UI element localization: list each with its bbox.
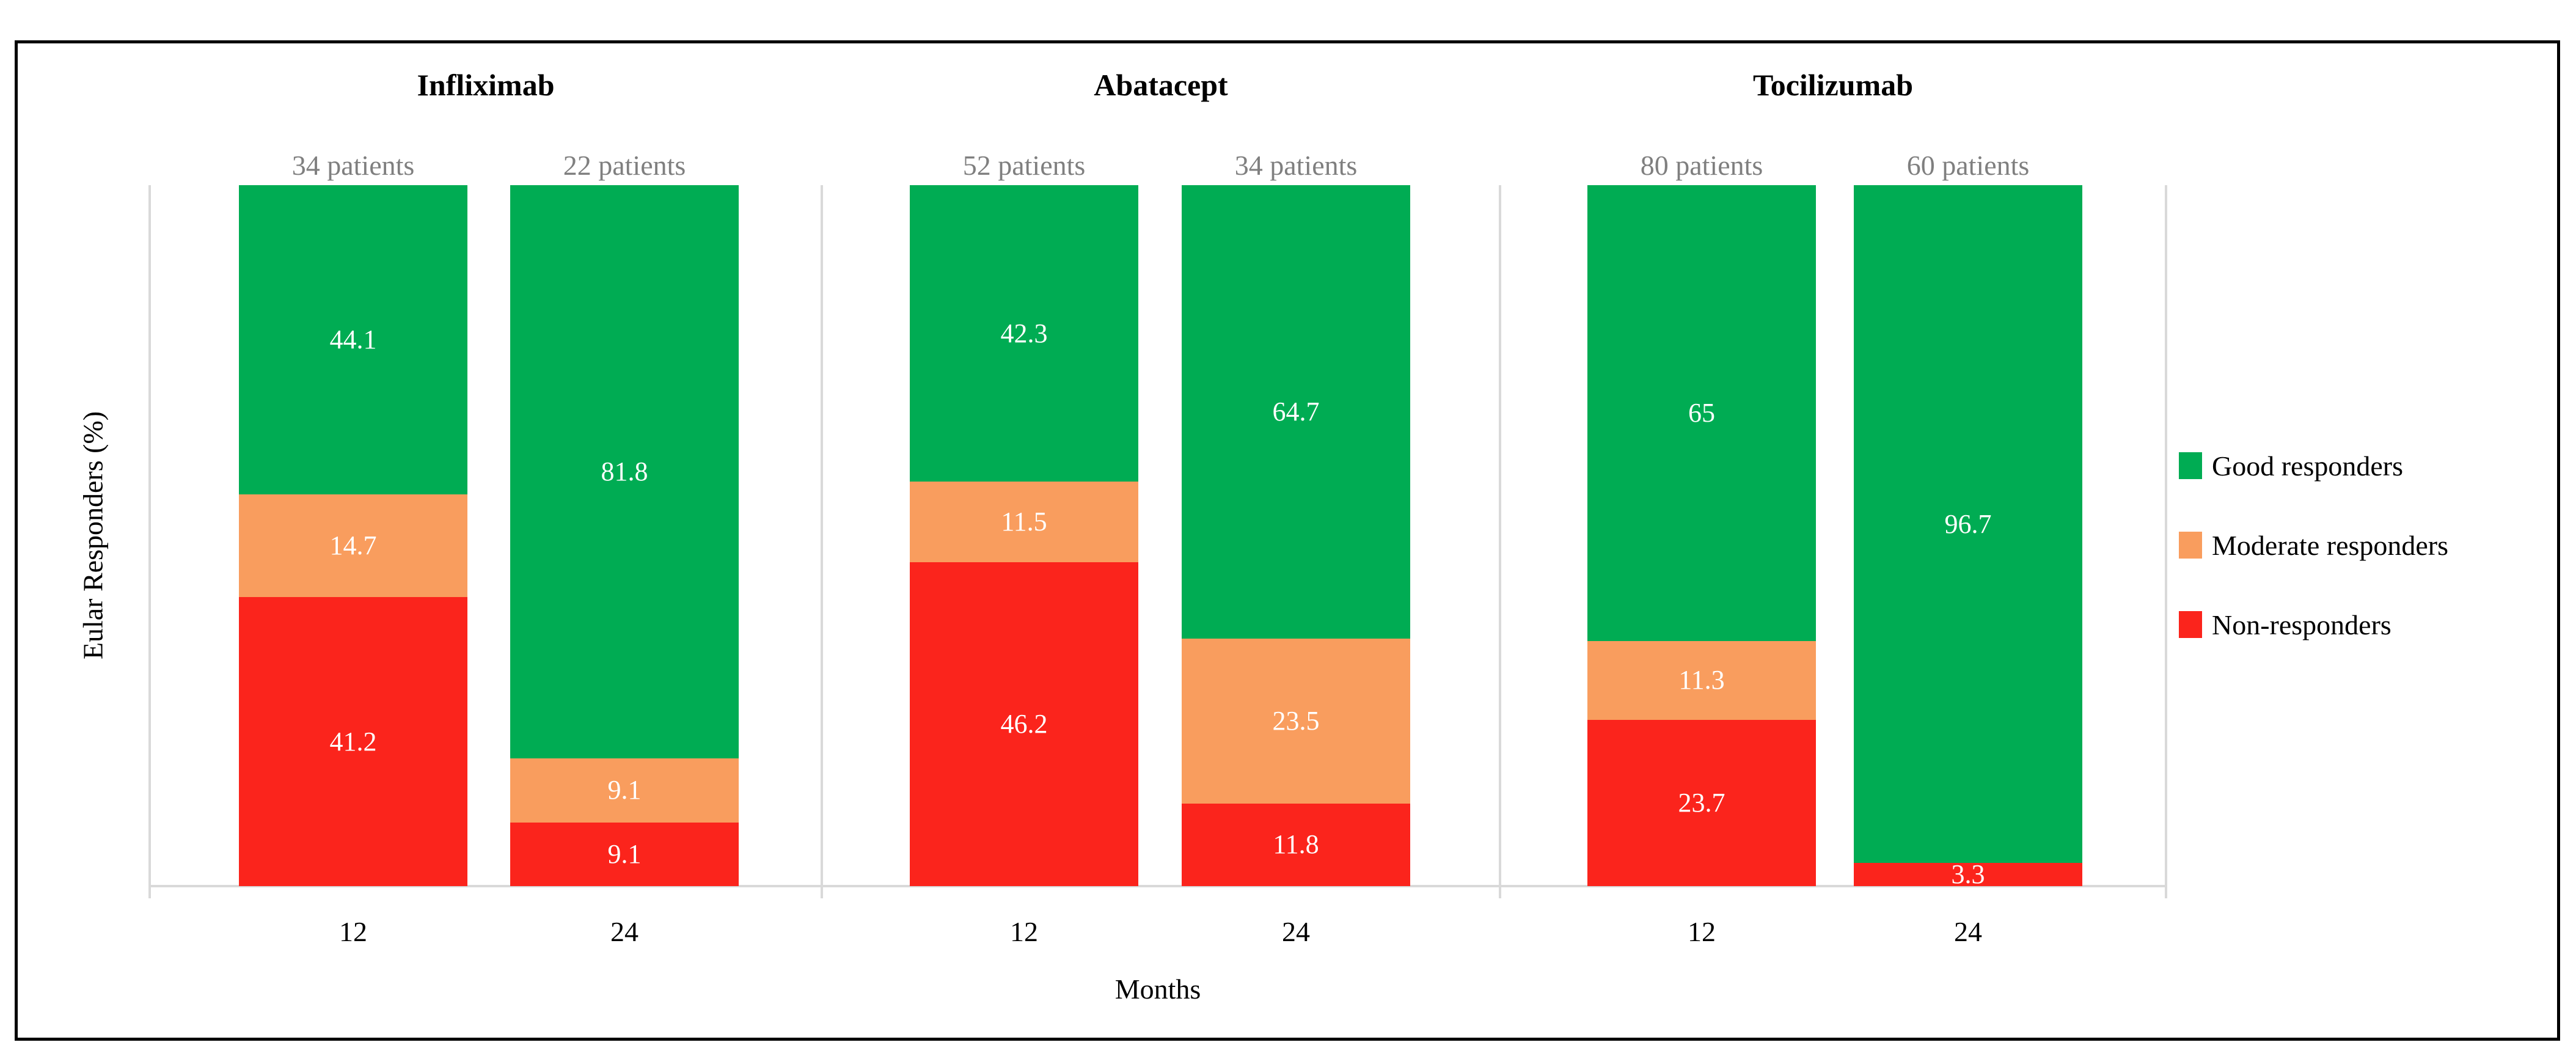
plot-right-border	[2165, 185, 2167, 898]
legend-item-moderate-responders: Moderate responders	[2179, 529, 2448, 561]
x-axis-line	[150, 885, 2167, 887]
segment-value: 81.8	[601, 457, 648, 487]
segment-value: 11.8	[1273, 829, 1319, 860]
segment-value: 11.3	[1678, 665, 1725, 695]
bar-segment-good: 44.1	[239, 185, 467, 494]
patients-label: 34 patients	[291, 150, 415, 181]
moderate-responders-swatch-icon	[2179, 532, 2202, 559]
patients-label: 34 patients	[1234, 150, 1358, 181]
bar-segment-good: 96.7	[1854, 185, 2082, 864]
y-axis-line	[148, 185, 151, 898]
patients-label: 80 patients	[1640, 150, 1763, 181]
bar-abatacept-12: 42.3 11.5 46.2	[910, 185, 1138, 886]
legend-item-non-responders: Non-responders	[2179, 609, 2391, 640]
bar-tocilizumab-24: 96.7 3.3	[1854, 185, 2082, 890]
bar-abatacept-24: 64.7 23.5 11.8	[1182, 185, 1410, 886]
non-responders-swatch-icon	[2179, 611, 2202, 638]
x-tick: 24	[1282, 916, 1310, 947]
bar-segment-moderate: 14.7	[239, 494, 467, 598]
bar-segment-good: 42.3	[910, 185, 1138, 482]
bar-segment-moderate: 23.5	[1182, 639, 1410, 804]
segment-value: 44.1	[329, 324, 377, 354]
bar-infliximab-24: 81.8 9.1 9.1	[510, 185, 739, 886]
x-tick: 12	[1010, 916, 1038, 947]
patients-label: 52 patients	[962, 150, 1086, 181]
x-tick: 24	[610, 916, 639, 947]
legend-label: Non-responders	[2212, 609, 2391, 640]
figure-border	[15, 40, 2560, 1041]
panel-title-tocilizumab: Tocilizumab	[1752, 68, 1914, 102]
bar-segment-non: 11.8	[1182, 803, 1410, 886]
bar-infliximab-12: 44.1 14.7 41.2	[239, 185, 467, 886]
patients-label: 22 patients	[563, 150, 686, 181]
x-tick: 12	[1688, 916, 1716, 947]
y-axis-title: Eular Responders (%)	[77, 411, 109, 660]
bar-segment-non: 23.7	[1587, 720, 1816, 886]
segment-value: 11.5	[1001, 507, 1047, 537]
patients-label: 60 patients	[1906, 150, 2030, 181]
legend-label: Moderate responders	[2212, 529, 2449, 561]
panel-title-abatacept: Abatacept	[1094, 68, 1228, 102]
segment-value: 3.3	[1951, 859, 1985, 890]
good-responders-swatch-icon	[2179, 452, 2202, 479]
panel-title-infliximab: Infliximab	[417, 68, 555, 102]
bar-segment-non: 3.3	[1854, 859, 2082, 890]
segment-value: 9.1	[607, 838, 642, 869]
bar-segment-good: 65	[1587, 185, 1816, 641]
legend-label: Good responders	[2212, 450, 2403, 482]
panel-separator	[1499, 185, 1501, 898]
segment-value: 46.2	[1000, 709, 1048, 739]
bar-segment-non: 46.2	[910, 562, 1138, 886]
segment-value: 41.2	[329, 726, 377, 757]
segment-value: 9.1	[607, 775, 642, 805]
bar-segment-good: 81.8	[510, 185, 739, 759]
bar-tocilizumab-12: 65 11.3 23.7	[1587, 185, 1816, 886]
segment-value: 65	[1688, 397, 1715, 428]
segment-value: 96.7	[1944, 508, 1992, 539]
segment-value: 14.7	[329, 530, 377, 561]
panel-separator	[821, 185, 823, 898]
bar-segment-moderate: 11.5	[910, 482, 1138, 563]
bar-segment-good: 64.7	[1182, 185, 1410, 639]
x-axis-title: Months	[1114, 974, 1201, 1005]
bar-segment-non: 41.2	[239, 597, 467, 886]
segment-value: 23.5	[1272, 705, 1320, 736]
x-tick: 24	[1954, 916, 1982, 947]
legend-item-good-responders: Good responders	[2179, 450, 2403, 482]
bar-segment-non: 9.1	[510, 822, 739, 886]
segment-value: 23.7	[1678, 788, 1725, 818]
bar-segment-moderate: 9.1	[510, 758, 739, 823]
segment-value: 64.7	[1272, 397, 1320, 427]
x-tick: 12	[339, 916, 367, 947]
segment-value: 42.3	[1000, 318, 1048, 348]
bar-segment-moderate: 11.3	[1587, 640, 1816, 721]
